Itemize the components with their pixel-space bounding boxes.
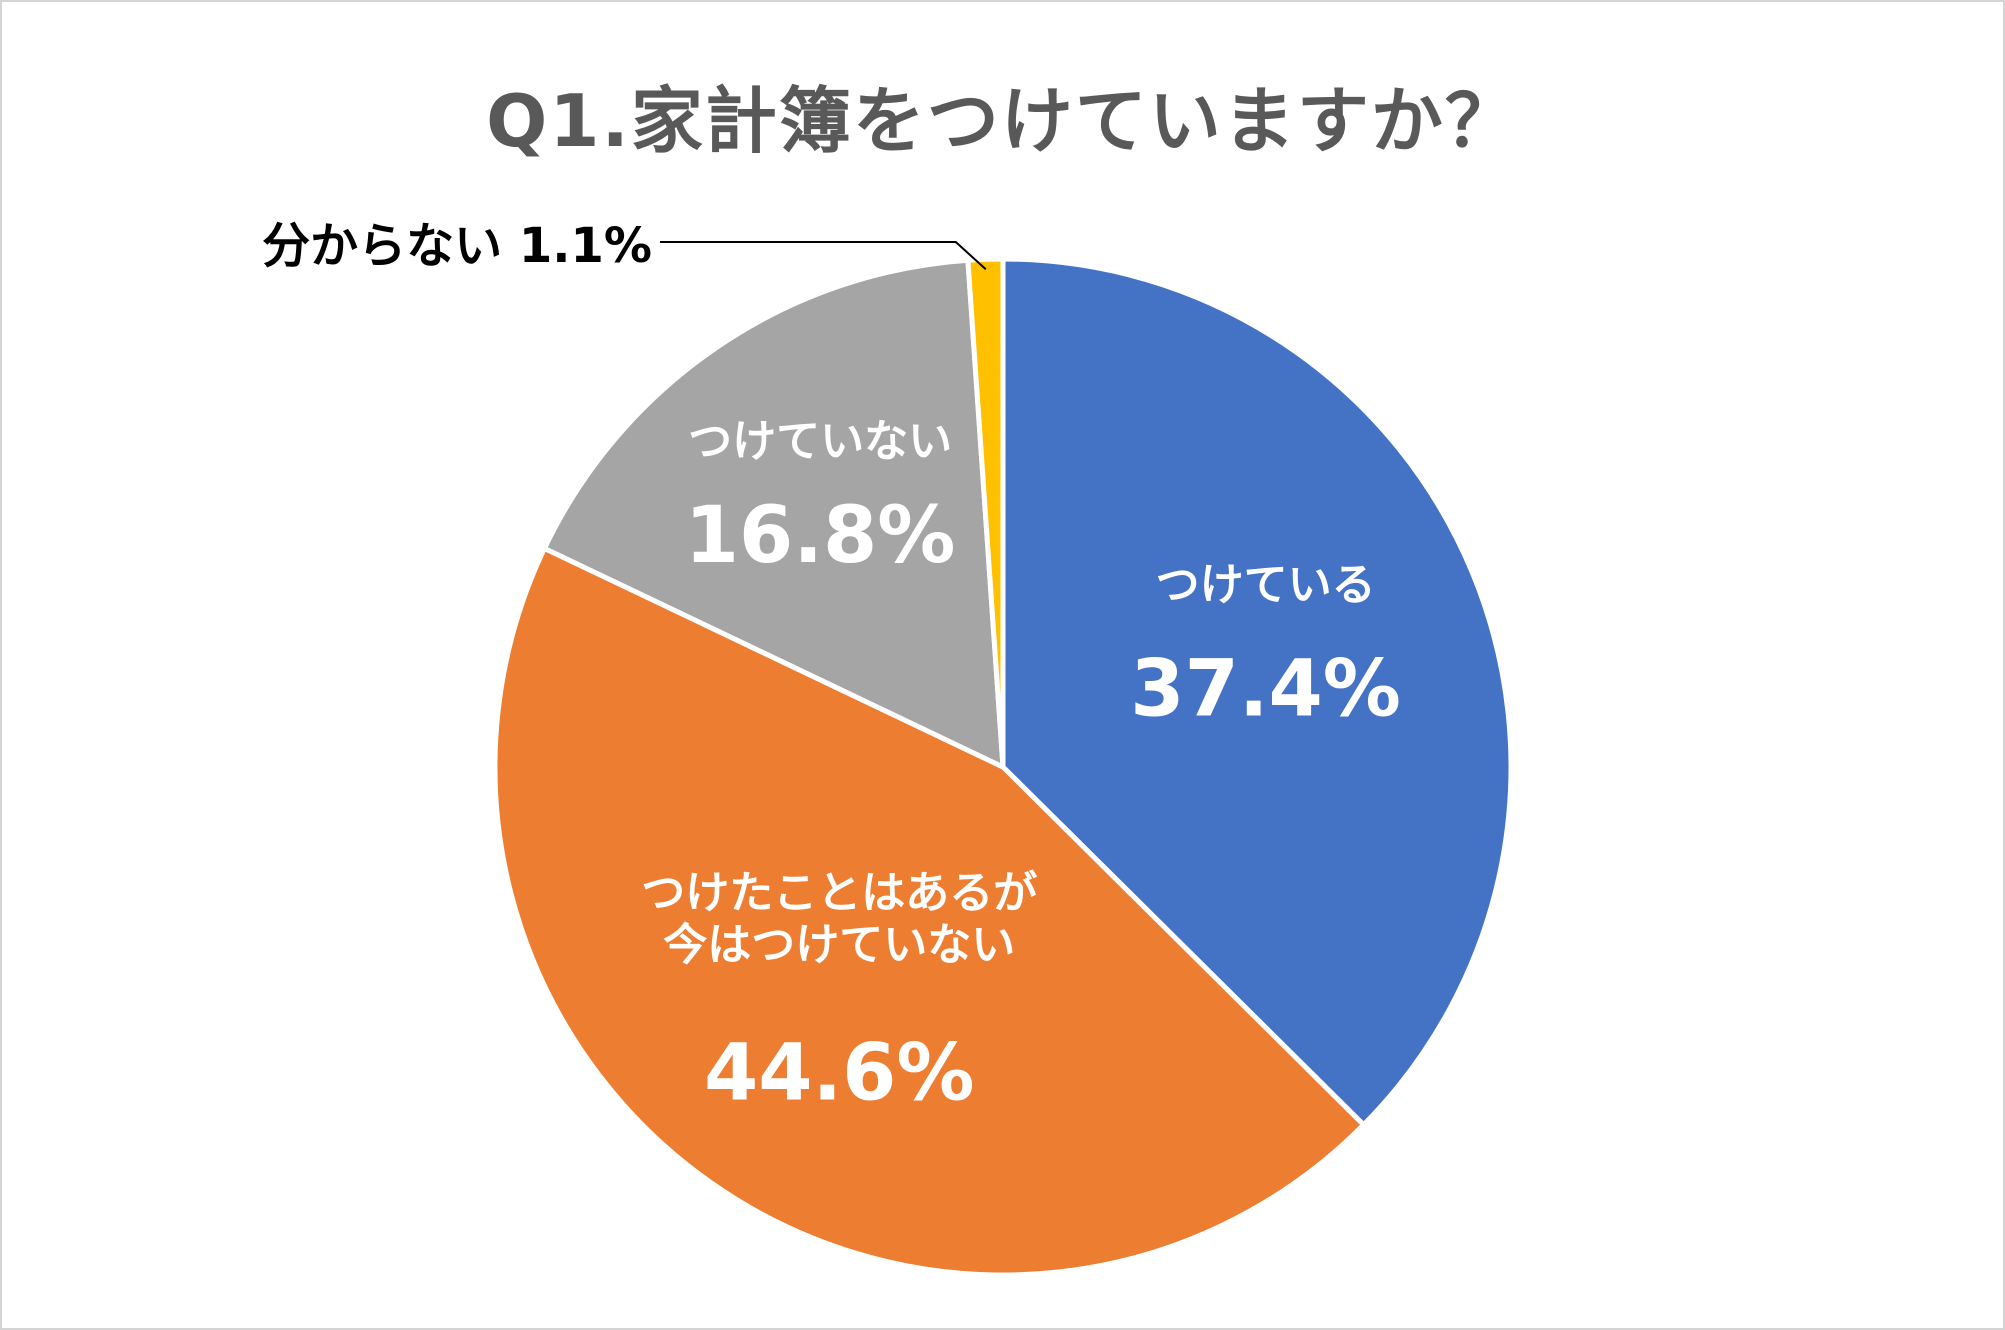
leader-line-unknown: [660, 241, 987, 271]
slice-category-label-not-keeping: つけていない: [688, 416, 952, 467]
chart-title: Q1.家計簿をつけていますか？: [486, 79, 1519, 163]
pie-slices: [492, 256, 1514, 1278]
slice-value-label-owning: 37.4%: [1130, 645, 1401, 735]
pie-slice-former: [492, 545, 1367, 1278]
pie-slice-unknown: [965, 256, 1006, 770]
slice-category-label-former: 今はつけていない: [663, 920, 1015, 971]
slice-value-label-not-keeping: 16.8%: [685, 491, 956, 581]
pie-slice-owning: [1000, 256, 1514, 1128]
slice-category-label-owning: つけている: [1156, 560, 1376, 611]
pie-slice-not-keeping: [541, 257, 1006, 770]
slice-category-label-unknown: 分からない 1.1%: [262, 218, 652, 274]
slice-category-label-former: つけたことはあるが: [641, 868, 1037, 919]
slice-value-label-former: 44.6%: [704, 1029, 975, 1119]
